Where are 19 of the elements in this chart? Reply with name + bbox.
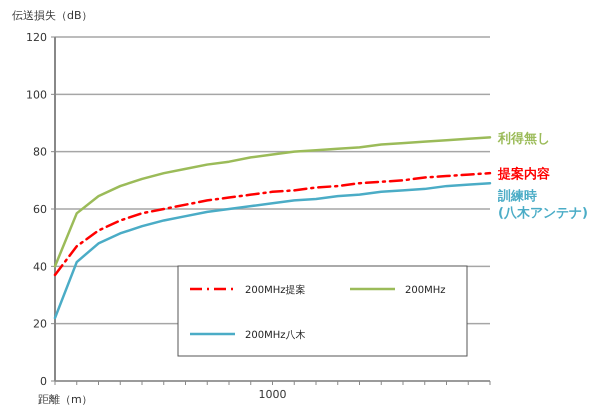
line-series <box>54 182 492 320</box>
x-axis-title: 距離（m） <box>38 393 93 406</box>
text: 提案内容 <box>497 166 550 182</box>
legend-label: 200MHz <box>405 285 446 296</box>
legend-label: 200MHz八木 <box>245 329 306 341</box>
y-tick-label: 20 <box>33 318 47 331</box>
line-series <box>54 172 492 276</box>
y-tick-label: 40 <box>33 260 47 274</box>
y-tick-label: 60 <box>33 203 47 216</box>
text: 利得無し <box>497 130 550 146</box>
y-tick-label: 100 <box>26 88 47 102</box>
line-series <box>54 136 492 268</box>
text: 訓練時 (八木アンテナ) <box>497 188 588 222</box>
y-tick-label: 120 <box>26 31 47 44</box>
y-tick-label: 80 <box>33 146 47 159</box>
y-axis-title: 伝送損失（dB） <box>12 9 93 22</box>
legend-label: 200MHz提案 <box>245 284 306 296</box>
y-tick-label: 0 <box>40 375 47 388</box>
text: 1000 <box>258 388 286 401</box>
